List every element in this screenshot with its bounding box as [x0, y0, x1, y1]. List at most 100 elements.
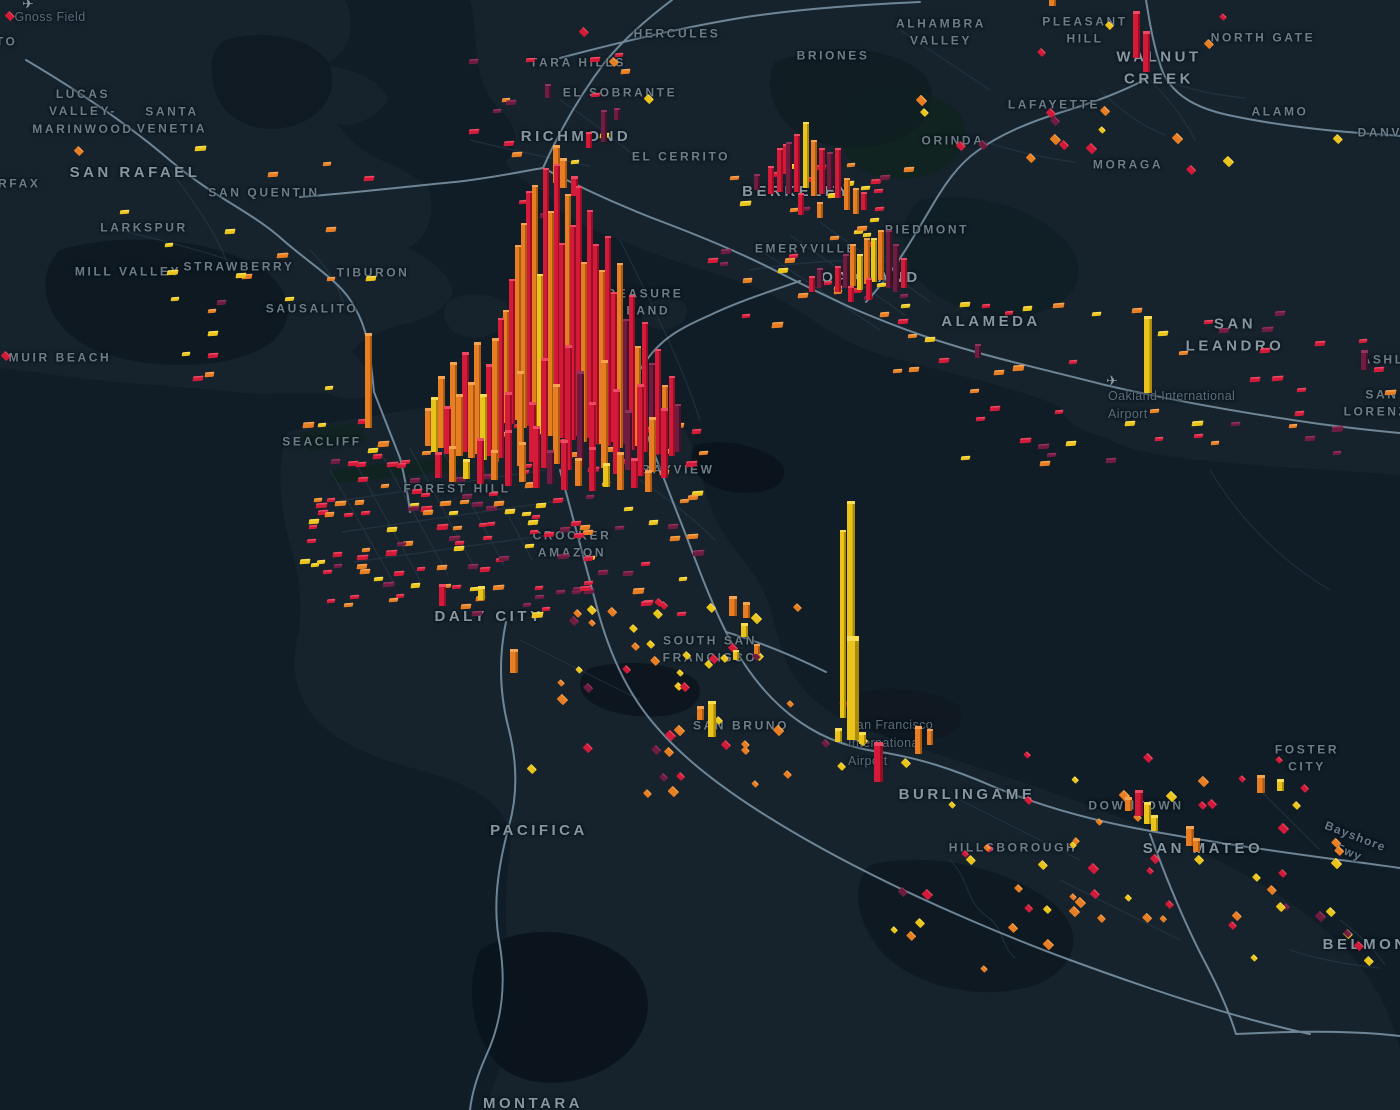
- density-dot: [620, 68, 631, 74]
- density-dot: [330, 458, 341, 465]
- density-dot: [640, 561, 651, 567]
- map-label-el-cerrito: EL CERRITO: [631, 149, 731, 164]
- density-dot: [687, 494, 698, 501]
- density-column: [857, 254, 863, 290]
- density-column: [1048, 0, 1056, 6]
- density-column: [1360, 350, 1368, 370]
- density-column: [509, 279, 515, 424]
- density-dot: [969, 388, 980, 394]
- density-column: [424, 408, 432, 446]
- map-label-lucas-valley-marinwood: LUCAS VALLEY- MARINWOOD: [32, 86, 134, 136]
- road-minor: [899, 29, 991, 91]
- map-label-danville: DANVILLE: [1357, 125, 1400, 140]
- density-dot: [873, 188, 884, 194]
- map-label-hillsborough: HILLSBOROUGH: [948, 840, 1078, 855]
- density-column: [853, 188, 859, 214]
- density-dot: [648, 519, 659, 525]
- density-column: [473, 342, 481, 454]
- density-column: [1143, 802, 1151, 824]
- density-dot: [1331, 425, 1344, 432]
- map-label-walnut-creek: WALNUT CREEK: [1116, 48, 1202, 87]
- density-dot: [938, 357, 949, 364]
- density-dot: [1210, 440, 1220, 445]
- map-label-strawberry: STRAWBERRY: [183, 259, 295, 274]
- map-label-moraga: MORAGA: [1092, 157, 1164, 172]
- density-column: [669, 376, 675, 456]
- density-dot: [361, 547, 371, 552]
- density-dot: [707, 257, 719, 263]
- density-dot: [543, 531, 555, 538]
- map-label-gnoss-field: Gnoss Field: [14, 9, 86, 24]
- density-column: [858, 732, 866, 744]
- density-dot: [382, 581, 394, 588]
- map-label-novato: NOVATO: [0, 34, 18, 49]
- density-dot: [204, 371, 215, 377]
- density-dot: [900, 303, 911, 309]
- density-column: [546, 450, 554, 484]
- density-column: [878, 230, 884, 280]
- map-label-alamo: ALAMO: [1251, 104, 1309, 119]
- density-column: [605, 236, 611, 446]
- density-column: [438, 584, 446, 606]
- density-dot: [1304, 435, 1316, 441]
- density-column: [443, 406, 451, 454]
- density-column: [599, 270, 605, 440]
- density-dot: [771, 321, 784, 328]
- density-column: [642, 322, 648, 452]
- density-column: [364, 333, 372, 428]
- density-column: [768, 166, 774, 194]
- road-minor: [1149, 79, 1196, 141]
- density-dot: [959, 301, 971, 308]
- density-column: [510, 649, 518, 673]
- density-column: [461, 352, 469, 452]
- density-dot: [585, 494, 595, 500]
- road-minor: [619, 239, 701, 421]
- density-column: [754, 644, 760, 654]
- density-column: [600, 360, 608, 468]
- density-dot: [471, 610, 483, 617]
- density-dot: [322, 569, 333, 574]
- density-column: [817, 202, 823, 218]
- density-dot: [119, 209, 130, 215]
- density-column: [543, 168, 549, 430]
- density-column: [526, 191, 532, 426]
- density-column: [1276, 779, 1284, 791]
- map-label-pleasant-hill: PLEASANT HILL: [1042, 14, 1128, 46]
- density-dot: [207, 352, 219, 359]
- density-column: [602, 463, 610, 487]
- hills-briones: [769, 49, 933, 148]
- density-dot: [377, 440, 390, 448]
- density-column: [455, 394, 463, 456]
- density-column: [843, 254, 849, 288]
- density-dot: [166, 269, 179, 276]
- density-column: [847, 501, 855, 737]
- airplane-icon: ✈: [22, 0, 34, 12]
- map-label-pacifica: PACIFICA: [490, 822, 588, 840]
- density-column: [477, 586, 485, 600]
- map-label-ashland: ASHLAND: [1361, 352, 1400, 367]
- density-column: [655, 349, 661, 454]
- density-column: [574, 458, 582, 486]
- density-column: [504, 430, 512, 486]
- map-label-santa-venetia: SANTA VENETIA: [136, 104, 208, 136]
- density-dot: [923, 336, 936, 343]
- density-column: [733, 650, 739, 660]
- density-column: [434, 452, 442, 478]
- land-angel-island: [443, 294, 509, 338]
- density-dot: [679, 576, 688, 581]
- density-column: [560, 440, 568, 490]
- density-column: [648, 417, 656, 472]
- density-column: [847, 636, 859, 740]
- road-i280: [559, 469, 1311, 1035]
- density-dot: [631, 587, 645, 595]
- density-column: [612, 389, 620, 474]
- density-column: [515, 245, 521, 420]
- patch-hunters-point: [691, 442, 785, 494]
- density-dot: [989, 405, 1001, 411]
- map-label-oakland-international-airport: Oakland International Airport: [1108, 388, 1236, 421]
- land-peninsula: [280, 390, 1400, 1110]
- density-dot: [524, 543, 534, 549]
- map-label-larkspur: LARKSPUR: [100, 220, 188, 235]
- density-dot: [448, 535, 461, 542]
